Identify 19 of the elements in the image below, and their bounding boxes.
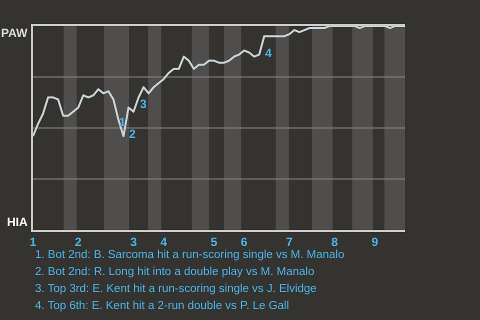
annotation: 3	[140, 97, 147, 111]
x-tick-label: 3	[130, 235, 138, 250]
annotation: 4	[265, 46, 272, 60]
x-tick-label: 8	[331, 235, 338, 250]
x-tick-label: 1	[30, 235, 37, 250]
text: 4. Top 6th: E. Kent hit a 2-run double vs P. Le Gall	[35, 300, 290, 312]
text: PAW	[1, 26, 28, 40]
text: HIA	[7, 215, 28, 229]
text: 1. Bot 2nd: B. Sarcoma hit a run-scoring single vs M. Manalo	[35, 249, 344, 261]
x-tick-label: 4	[160, 235, 168, 250]
annotation: 1	[119, 115, 126, 129]
x-tick-label: 5	[210, 235, 218, 250]
x-tick-label: 9	[371, 235, 378, 250]
text: 3. Top 3rd: E. Kent hit a run-scoring single vs J. Elvidge	[35, 283, 317, 295]
text: 2. Bot 2nd: R. Long hit into a double play vs M. Manalo	[35, 266, 314, 278]
x-tick-label: 7	[286, 235, 294, 250]
x-tick-label: 2	[74, 235, 82, 250]
annotation: 2	[129, 127, 136, 141]
x-tick-label: 6	[240, 235, 248, 250]
